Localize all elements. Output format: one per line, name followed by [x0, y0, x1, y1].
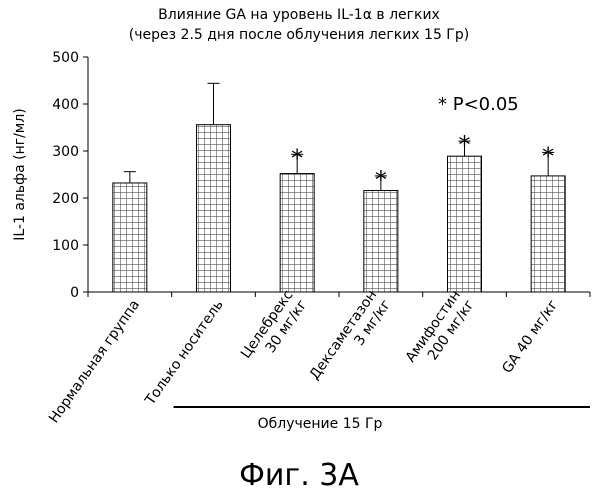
significance-legend: * P<0.05: [438, 94, 519, 115]
y-tick-label: 0: [70, 285, 79, 301]
y-tick-label: 300: [52, 144, 79, 160]
bar: [197, 125, 231, 292]
category-label-line: GA 40 мг/кг: [499, 297, 561, 376]
significance-mark: *: [291, 144, 303, 172]
bar: [448, 156, 482, 292]
category-label: Амифостин200 мг/кг: [403, 287, 478, 375]
y-tick-label: 200: [52, 191, 79, 207]
figure-caption: Фиг. 3A: [0, 458, 598, 493]
bar-chart: 0 100 200 300 400 500 IL-1 альфа (нг/мл) * * * * Но…: [0, 0, 598, 450]
category-label: Только носитель: [142, 297, 227, 409]
category-label: GA 40 мг/кг: [499, 297, 561, 376]
significance-mark: *: [375, 166, 387, 194]
y-tick-label: 400: [52, 97, 79, 113]
bar: [531, 176, 565, 292]
group-label: Облучение 15 Гр: [258, 416, 383, 432]
significance-mark: *: [459, 131, 471, 159]
y-axis-label: IL-1 альфа (нг/мл): [12, 108, 28, 241]
category-label: Целебрекс30 мг/кг: [238, 287, 311, 371]
y-tick-label: 100: [52, 238, 79, 254]
y-tick-label: 500: [52, 50, 79, 66]
significance-mark: *: [542, 142, 554, 170]
category-label: Дексаметазон3 мг/кг: [307, 287, 394, 392]
category-label: Нормальная группа: [46, 297, 143, 426]
category-label-line: Нормальная группа: [46, 297, 143, 426]
bar: [364, 190, 398, 292]
bar: [280, 174, 314, 292]
bar: [113, 183, 147, 292]
category-label-line: Только носитель: [142, 297, 227, 409]
